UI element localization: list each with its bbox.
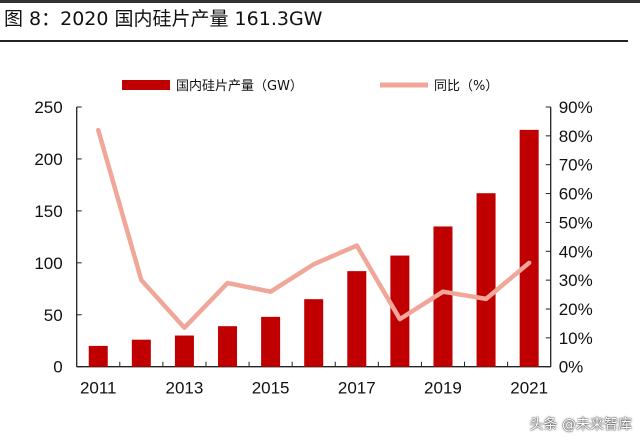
left-tick-label: 100 [34,254,62,273]
left-tick-label: 200 [34,150,62,169]
left-tick-label: 0 [53,358,62,377]
right-tick-label: 90% [559,98,593,117]
figure-title: 图 8：2020 国内硅片产量 161.3GW [4,8,323,30]
legend: 国内硅片产量（GW） 同比（%） [122,78,498,94]
right-tick-label: 40% [559,242,593,261]
bar-2021 [519,129,539,367]
yoy-line [95,127,532,330]
x-tick-label: 2013 [166,379,204,398]
bar-2019 [433,226,453,367]
bar-2013 [174,335,194,367]
left-tick-label: 50 [44,306,63,325]
x-tick-label: 2017 [338,379,376,398]
right-tick-label: 50% [559,213,593,232]
right-tick-label: 60% [559,185,593,204]
bar-2015 [261,316,281,367]
bar-2017 [347,271,367,367]
x-tick-label: 2021 [510,379,548,398]
right-tick-label: 0% [559,358,584,377]
bar-2012 [131,339,151,367]
title-rule [0,40,628,42]
left-tick-label: 150 [34,202,62,221]
bar-2016 [304,299,324,367]
x-tick-label: 2015 [252,379,290,398]
right-tick-label: 10% [559,329,593,348]
legend-label-bar: 国内硅片产量（GW） [176,78,303,94]
legend-swatch-bar [122,80,170,90]
right-tick-label: 30% [559,271,593,290]
right-tick-label: 80% [559,127,593,146]
left-tick-label: 250 [34,98,62,117]
legend-label-line: 同比（%） [434,79,498,94]
bar-2018 [390,255,410,367]
watermark: 头条 @未来智库 [529,417,632,433]
bar-2014 [218,326,238,367]
right-tick-label: 70% [559,156,593,175]
x-tick-label: 2011 [80,379,117,398]
right-tick-label: 20% [559,300,593,319]
bar-2011 [88,345,108,367]
bar-2020 [476,193,496,367]
x-tick-label: 2019 [424,379,462,398]
top-border [0,0,640,3]
